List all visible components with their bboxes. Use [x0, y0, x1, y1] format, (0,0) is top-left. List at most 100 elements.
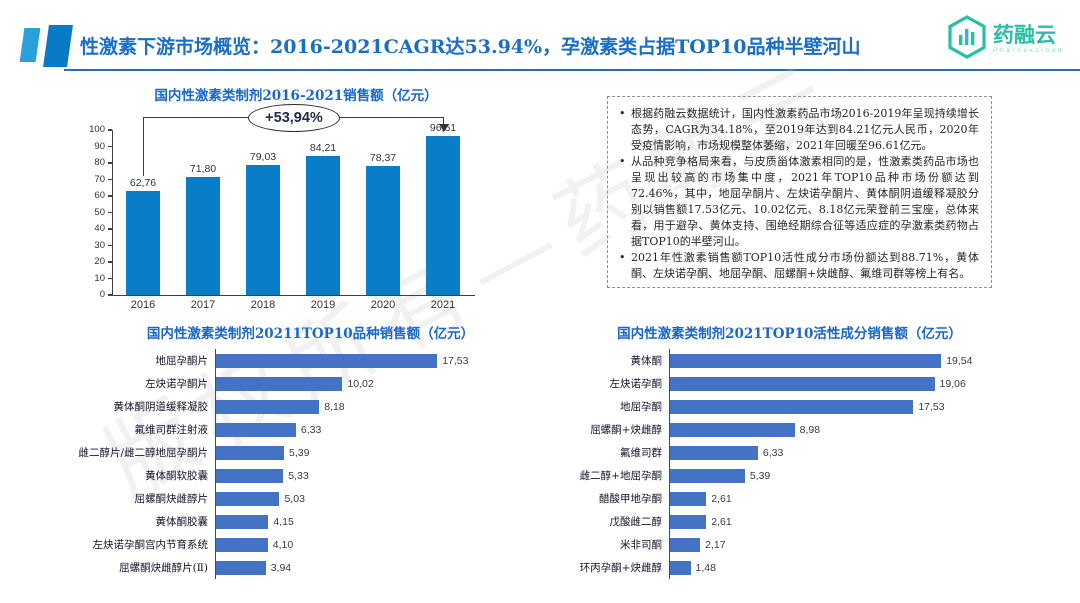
bar-value-label: 62,76 — [129, 177, 157, 190]
bar — [186, 176, 220, 295]
insights-list: 根据药融云数据统计，国内性激素药品市场2016-2019年呈现持续增长态势，CA… — [618, 106, 979, 282]
bar-value-label: 84,21 — [309, 142, 337, 155]
x-axis-label: 2016 — [130, 299, 156, 311]
bar-row: 戊酸雌二醇 2,61 — [562, 510, 1017, 533]
bar — [216, 537, 268, 552]
bar — [216, 560, 266, 575]
x-axis-label: 2018 — [250, 299, 276, 311]
y-tick-label: 60 — [94, 190, 105, 201]
y-tick-label: 10 — [94, 272, 105, 284]
category-label: 地屈孕酮 — [620, 401, 662, 413]
bar-row: 黄体酮软胶囊 5,33 — [58, 464, 563, 487]
bars-area: 地屈孕酮片 17,53 左炔诺孕酮片 10,02 黄体酮阴道缓释凝胶 8,18 氟维司群注射… — [58, 349, 563, 579]
category-label: 戊酸雌二醇 — [609, 516, 663, 528]
bar-value-label: 2,17 — [705, 538, 726, 551]
bar — [670, 353, 942, 368]
bar-value-label: 79,03 — [249, 150, 277, 163]
bar-track: 8,18 — [215, 395, 563, 418]
bar-value-label: 1,48 — [695, 561, 716, 574]
bar-value-label: 6,33 — [762, 446, 784, 459]
bar-value-label: 19,06 — [939, 377, 966, 390]
bar — [670, 422, 795, 437]
bar-value-label: 2,61 — [711, 515, 732, 528]
insights-box: 根据药融云数据统计，国内性激素药品市场2016-2019年呈现持续增长态势，CA… — [607, 96, 992, 288]
bar — [306, 156, 340, 295]
bar-row: 氟维司群 6,33 — [562, 441, 1017, 464]
bar-track: 6,33 — [669, 441, 1017, 464]
y-axis: 100 90 80 70 60 50 40 30 20 10 0 — [86, 124, 112, 300]
bar-value-label: 8,98 — [799, 423, 821, 436]
y-tick-label: 80 — [94, 157, 105, 168]
category-label: 左炔诺孕酮 — [609, 378, 663, 390]
chart-title: 国内性激素类制剂2016-2021销售额（亿元） — [154, 88, 438, 104]
bar-column: 78,37 — [353, 152, 413, 295]
y-tick-mark — [108, 244, 112, 247]
bar-row: 左炔诺孕酮宫内节育系统 4,10 — [58, 533, 563, 556]
bar-track: 1,48 — [669, 556, 1017, 579]
bar — [670, 537, 701, 552]
category-label: 屈螺酮炔雌醇片 — [134, 493, 209, 505]
bars-area: 62,76 71,80 79,03 84,21 78,37 96,61 — [112, 122, 475, 296]
bar-track: 17,53 — [669, 395, 1017, 418]
bar-track: 19,54 — [669, 349, 1017, 372]
bar-value-label: 78,37 — [369, 151, 397, 164]
bar-track: 3,94 — [215, 556, 563, 579]
bar-value-label: 71,80 — [189, 162, 217, 175]
bar-row: 屈螺酮炔雌醇片 5,03 — [58, 487, 563, 510]
bar — [216, 399, 320, 414]
chart-annual-sales: 国内性激素类制剂2016-2021销售额（亿元） 100 90 80 70 60 50 40… — [86, 84, 566, 324]
logo-subtext: Pharnexcloud — [993, 47, 1064, 55]
header-accent-shape-dark — [43, 25, 73, 67]
y-tick-label: 30 — [94, 239, 105, 251]
category-label: 左炔诺孕酮片 — [145, 378, 208, 390]
chart-title: 国内性激素类制剂2021TOP10活性成分销售额（亿元） — [617, 326, 962, 342]
y-tick-label: 0 — [99, 289, 105, 300]
bar-value-label: 8,18 — [324, 400, 345, 413]
bar-row: 雌二醇+地屈孕酮 5,39 — [562, 464, 1017, 487]
category-label: 雌二醇+地屈孕酮 — [579, 470, 662, 482]
annotation-bracket-left — [143, 117, 144, 176]
insight-bullet: 根据药融云数据统计，国内性激素药品市场2016-2019年呈现持续增长态势，CA… — [618, 106, 979, 154]
bar-track: 10,02 — [215, 372, 563, 395]
header-underline — [64, 69, 1080, 71]
y-tick-mark — [108, 162, 112, 164]
header-accent-shape-light — [19, 28, 41, 62]
bar-track: 8,98 — [669, 418, 1017, 441]
arrow-down-icon — [439, 124, 449, 132]
bar-row: 雌二醇片/雌二醇地屈孕酮片 5,39 — [58, 441, 563, 464]
bar — [126, 191, 160, 295]
bar-track: 5,39 — [215, 441, 563, 464]
bar-value-label: 17,53 — [918, 400, 945, 413]
bar-column: 96,61 — [413, 122, 473, 295]
y-tick-mark — [108, 195, 112, 197]
bar-track: 17,53 — [215, 349, 563, 372]
bar-value-label: 3,94 — [270, 561, 292, 574]
bar — [246, 164, 280, 295]
category-label: 米非司酮 — [620, 539, 662, 551]
bars-area: 黄体酮 19,54 左炔诺孕酮 19,06 地屈孕酮 17,53 屈螺酮+炔雌醇 8,98 氟维… — [562, 349, 1017, 579]
bar — [216, 491, 280, 506]
y-tick-mark — [108, 294, 112, 296]
bar-track: 5,03 — [215, 487, 563, 510]
chart-top10-ingredients: 国内性激素类制剂2021TOP10活性成分销售额（亿元） 黄体酮 19,54 左炔诺… — [562, 322, 1017, 579]
bar-row: 左炔诺孕酮 19,06 — [562, 372, 1017, 395]
page-title: 性激素下游市场概览：2016-2021CAGR达53.94%，孕激素类占据TOP… — [80, 36, 861, 58]
y-tick-mark — [108, 211, 112, 214]
chart-plot-area: 100 90 80 70 60 50 40 30 20 10 0 62,76 71,80 79,03 84… — [86, 122, 566, 300]
x-axis-label: 2019 — [310, 299, 336, 311]
bar-track: 2,61 — [669, 510, 1017, 533]
x-axis-label: 2021 — [430, 299, 456, 311]
y-tick-mark — [108, 145, 112, 148]
bar-row: 左炔诺孕酮片 10,02 — [58, 372, 563, 395]
bar-row: 米非司酮 2,17 — [562, 533, 1017, 556]
bar — [216, 468, 284, 483]
category-label: 屈螺酮炔雌醇片(Ⅱ) — [119, 562, 208, 574]
bar-track: 2,61 — [669, 487, 1017, 510]
bar-row: 屈螺酮炔雌醇片(Ⅱ) 3,94 — [58, 556, 563, 579]
bar — [670, 514, 707, 529]
bar-value-label: 19,54 — [946, 354, 973, 367]
y-tick-label: 70 — [94, 173, 105, 185]
category-label: 环丙孕酮+炔雌醇 — [579, 562, 662, 574]
bar — [670, 399, 914, 414]
